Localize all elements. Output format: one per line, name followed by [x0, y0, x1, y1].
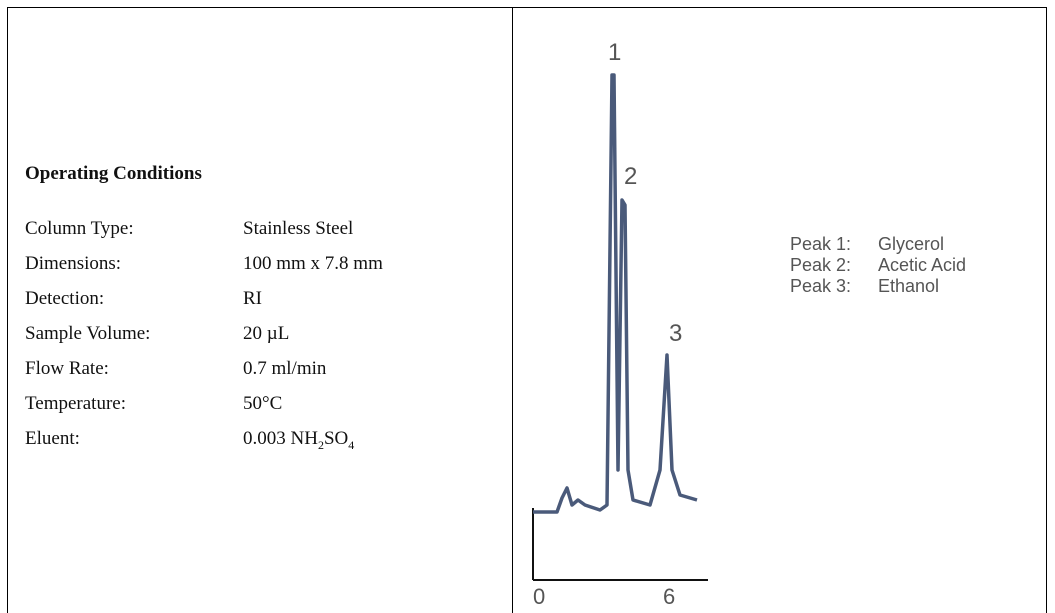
- condition-value: 50°C: [243, 393, 283, 414]
- peak-number: 2: [624, 163, 637, 190]
- axis-label: 0: [533, 584, 545, 609]
- condition-value: RI: [243, 288, 262, 309]
- cell-divider: [512, 7, 513, 613]
- legend-compound: Acetic Acid: [878, 255, 966, 275]
- legend-peak: Peak 3:: [790, 276, 851, 296]
- table-border: [7, 7, 1047, 613]
- condition-label: Detection:: [25, 288, 105, 309]
- condition-label: Sample Volume:: [25, 323, 151, 344]
- condition-label: Flow Rate:: [25, 358, 109, 379]
- text-segment: SO: [323, 428, 349, 449]
- subscript: 4: [348, 437, 355, 452]
- condition-value: Stainless Steel: [243, 218, 354, 239]
- condition-value: 0.003 NH2SO4: [243, 428, 354, 453]
- chromatogram: 1 2 3 0 6 Peak 1: Glycerol Peak 2: Acetic Acid Pe…: [532, 39, 966, 609]
- peak-number: 3: [669, 320, 682, 347]
- peak-number: 1: [608, 39, 621, 66]
- legend-peak: Peak 1:: [790, 234, 851, 254]
- condition-label: Temperature:: [25, 393, 127, 414]
- condition-label: Column Type:: [25, 218, 134, 239]
- section-title: Operating Conditions: [25, 163, 202, 184]
- text-segment: 0.003 NH: [243, 428, 318, 449]
- condition-label: Eluent:: [25, 428, 80, 449]
- legend-compound: Glycerol: [878, 234, 944, 254]
- legend-peak: Peak 2:: [790, 255, 851, 275]
- condition-value: 100 mm x 7.8 mm: [243, 253, 383, 274]
- condition-value: 0.7 ml/min: [243, 358, 327, 379]
- trace: [533, 73, 698, 514]
- legend-compound: Ethanol: [878, 276, 939, 296]
- condition-value: 20 µL: [243, 323, 290, 344]
- subscript: 2: [317, 437, 324, 452]
- condition-label: Dimensions:: [25, 253, 122, 274]
- axis-label: 6: [663, 584, 675, 609]
